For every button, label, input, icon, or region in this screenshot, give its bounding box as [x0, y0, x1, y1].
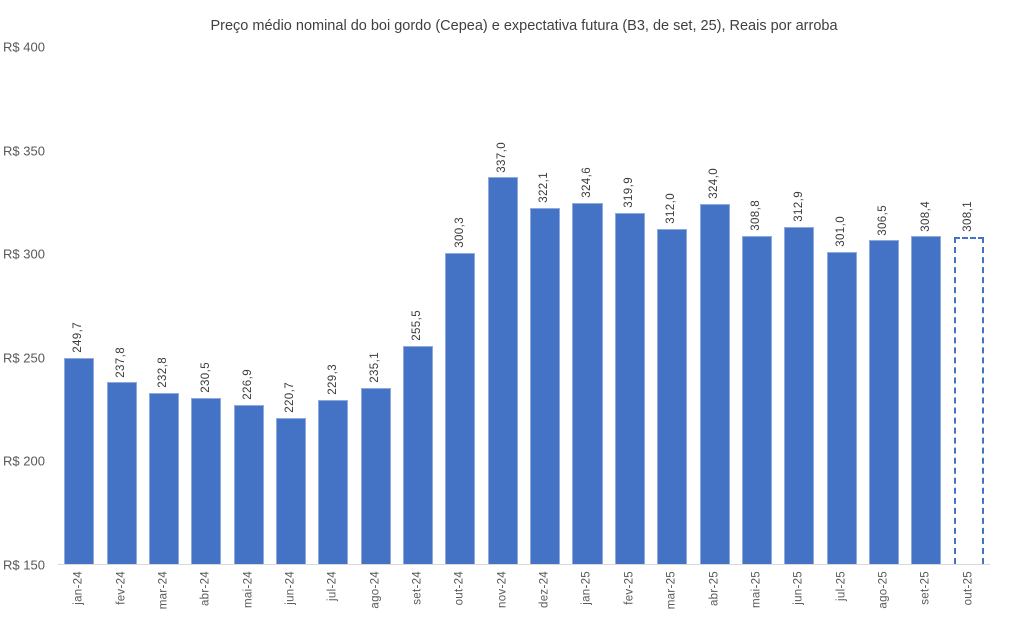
bar[interactable]: [106, 382, 137, 564]
y-axis-tick-label: R$ 150: [3, 557, 45, 573]
y-axis-tick-label: R$ 350: [3, 143, 45, 159]
x-axis-label: set-25: [919, 571, 932, 605]
x-axis-label: jul-25: [834, 571, 847, 601]
x-axis-label: ago-24: [368, 571, 381, 609]
bar[interactable]: [318, 400, 349, 564]
forecast-bar[interactable]: [953, 237, 984, 564]
bar-group: 324,6 jan-25: [566, 47, 608, 605]
bar[interactable]: [699, 204, 730, 564]
x-axis-label: out-25: [961, 571, 974, 606]
bar-group: 337,0 nov-24: [482, 47, 524, 608]
bar-group: 230,5 abr-24: [185, 47, 227, 606]
x-axis-label: abr-25: [707, 571, 720, 607]
bar-value-label: 322,1: [538, 172, 551, 204]
bar[interactable]: [64, 357, 95, 564]
x-axis-label: dez-24: [538, 571, 551, 608]
bar[interactable]: [191, 397, 222, 564]
bar-group: 322,1 dez-24: [524, 47, 566, 608]
bar-value-label: 232,8: [157, 357, 170, 388]
x-axis-label: mai-25: [750, 571, 763, 608]
x-axis-label: ago-25: [877, 571, 890, 609]
bar-group: 308,8 mai-25: [736, 47, 778, 608]
bar-value-label: 229,3: [326, 364, 339, 396]
bar-group: 229,3 jul-24: [312, 47, 354, 601]
bar[interactable]: [911, 236, 942, 564]
bar-group: 235,1 ago-24: [355, 47, 397, 609]
x-axis-label: mar-24: [157, 571, 170, 610]
bar[interactable]: [233, 404, 264, 564]
y-axis-tick-label: R$ 200: [3, 453, 45, 469]
bar-value-label: 220,7: [284, 382, 297, 413]
bar-value-label: 300,3: [453, 217, 466, 249]
x-axis-label: nov-24: [496, 571, 509, 608]
x-axis-label: jul-24: [326, 571, 339, 601]
bar[interactable]: [360, 388, 391, 564]
bar-group: 300,3 out-24: [439, 47, 481, 605]
y-axis-tick-label: R$ 300: [3, 246, 45, 262]
bar-group: 301,0 jul-25: [820, 47, 862, 601]
chart-title: Preço médio nominal do boi gordo (Cepea)…: [210, 18, 838, 34]
bar-value-label: 324,0: [707, 168, 720, 200]
bar[interactable]: [868, 240, 900, 564]
bar-value-label: 308,8: [750, 199, 763, 231]
bar[interactable]: [530, 208, 561, 564]
bar[interactable]: [487, 177, 518, 564]
x-axis-label: jan-25: [580, 571, 593, 605]
x-axis-label: out-24: [453, 571, 466, 606]
x-axis-label: jun-25: [792, 571, 805, 605]
x-axis-label: jun-24: [284, 571, 297, 605]
bar-value-label: 249,7: [72, 322, 85, 353]
bar[interactable]: [826, 251, 857, 564]
bar-group: 312,9 jun-25: [778, 47, 820, 605]
bar[interactable]: [403, 345, 434, 564]
x-axis-label: set-24: [411, 571, 424, 605]
bar[interactable]: [445, 253, 476, 564]
bar[interactable]: [148, 392, 179, 564]
bar-value-label: 255,5: [411, 310, 424, 341]
bar-group: 324,0 abr-25: [693, 47, 735, 606]
bar-value-label: 237,8: [114, 346, 127, 378]
bar-group: 220,7 jun-24: [270, 47, 312, 605]
x-axis-label: fev-24: [114, 571, 127, 605]
bar-group: 312,0 mar-25: [651, 47, 693, 609]
bar-value-label: 312,0: [665, 193, 678, 224]
bar-group: 226,9 mai-24: [227, 47, 269, 608]
bar-group: 232,8 mar-24: [143, 47, 185, 609]
bar[interactable]: [614, 212, 645, 564]
bar-value-label: 337,0: [496, 141, 509, 173]
bar-value-label: 235,1: [368, 352, 381, 384]
bar-value-label: 226,9: [241, 369, 254, 400]
y-axis: R$ 400 R$ 350 R$ 300 R$ 250 R$ 200 R$ 150: [3, 40, 55, 573]
bar-group: 319,9 fev-25: [609, 47, 651, 605]
bar-group: 237,8 fev-24: [100, 47, 142, 605]
bar-value-label: 301,0: [834, 215, 847, 247]
bar-group: 255,5 set-24: [397, 47, 439, 605]
x-axis-label: mar-25: [665, 571, 678, 610]
bar[interactable]: [741, 235, 772, 564]
bar-value-label: 319,9: [623, 176, 636, 208]
bar-value-label: 312,9: [792, 191, 805, 223]
x-axis-label: fev-25: [623, 571, 636, 605]
bar[interactable]: [784, 227, 815, 564]
bar-group: 249,7 jan-24: [58, 47, 100, 605]
bar[interactable]: [657, 228, 688, 564]
bar-group: 308,4 set-25: [905, 47, 947, 605]
bar-value-label: 230,5: [199, 361, 212, 393]
bar-group: 308,1 out-25: [948, 47, 990, 605]
bar-group: 306,5 ago-25: [863, 47, 905, 609]
y-axis-tick-label: R$ 400: [3, 39, 45, 55]
bar-value-label: 308,1: [961, 201, 974, 233]
y-axis-tick-label: R$ 250: [3, 350, 45, 366]
x-axis-label: mai-24: [241, 571, 254, 608]
bar-value-label: 306,5: [877, 204, 890, 236]
x-axis-label: abr-24: [199, 571, 212, 607]
bar-value-label: 324,6: [580, 167, 593, 198]
x-axis-label: jan-24: [72, 571, 85, 605]
bar[interactable]: [572, 202, 603, 564]
bar-value-label: 308,4: [919, 200, 932, 232]
bar[interactable]: [275, 417, 306, 564]
plot-area: 249,7 jan-24 237,8 fev-24 232,8 mar-24 230,5 ab…: [58, 47, 990, 609]
